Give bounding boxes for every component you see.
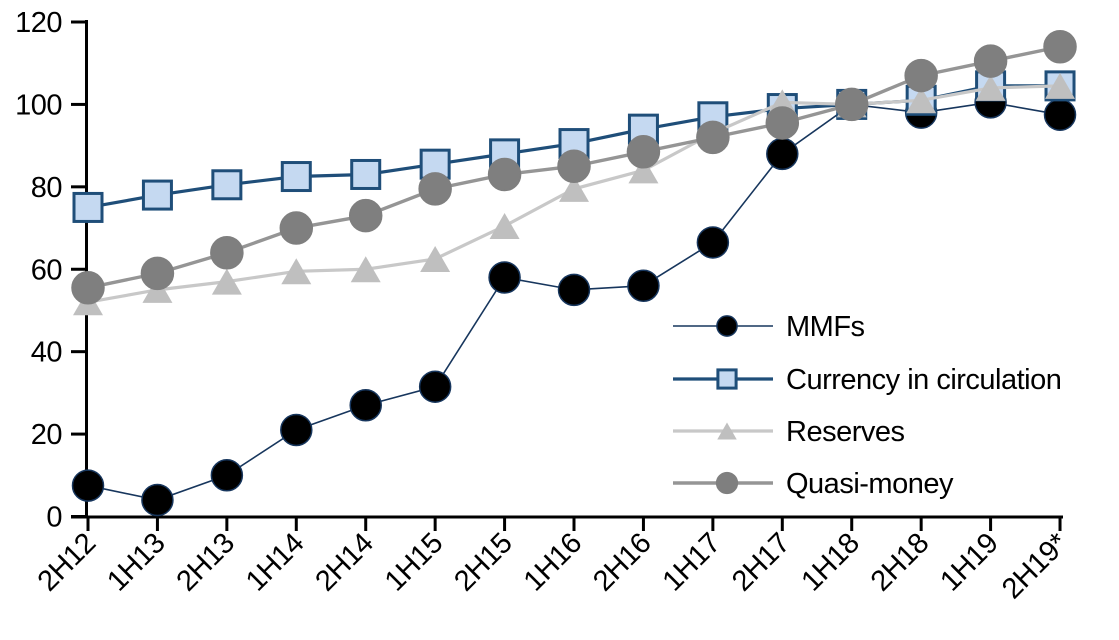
data-point-quasi-money <box>71 271 105 305</box>
data-point-quasi-money <box>696 120 730 155</box>
data-point-mmfs <box>627 269 660 302</box>
x-axis-tick-label: 2H13 <box>171 527 241 597</box>
data-point-currency-in-circulation <box>280 161 312 193</box>
data-point-quasi-money <box>973 44 1008 78</box>
data-point-reserves <box>975 74 1006 101</box>
data-point-quasi-money <box>626 135 661 169</box>
data-point-mmfs <box>1043 98 1077 131</box>
x-axis-tick-label: 1H18 <box>795 527 865 597</box>
y-axis-tick-label: 0 <box>46 502 62 534</box>
legend-label: MMFs <box>786 311 865 343</box>
data-point-mmfs <box>210 459 244 492</box>
x-axis-tick-label: 1H15 <box>379 527 449 597</box>
legend-item-reserves: Reserves <box>673 416 905 448</box>
x-axis-tick-label: 1H14 <box>240 527 310 597</box>
data-point-mmfs <box>696 226 730 259</box>
legend-item-mmfs: MMFs <box>673 311 865 343</box>
data-point-mmfs <box>488 261 521 294</box>
data-point-quasi-money <box>279 211 314 245</box>
data-point-quasi-money <box>140 256 175 291</box>
data-point-mmfs <box>766 137 799 171</box>
data-point-mmfs <box>349 388 382 422</box>
x-axis-tick-label: 2H15 <box>448 527 518 597</box>
data-point-quasi-money <box>418 172 452 206</box>
legend-item-currency-in-circulation: Currency in circulation <box>673 364 1062 396</box>
data-point-quasi-money <box>487 157 522 192</box>
y-axis-tick-label: 100 <box>15 89 62 121</box>
y-axis-tick-label: 40 <box>31 337 62 369</box>
data-point-reserves <box>559 175 590 202</box>
x-axis-tick-label: 2H19* <box>996 527 1074 605</box>
data-point-currency-in-circulation <box>350 158 382 190</box>
data-point-reserves <box>420 245 451 272</box>
data-point-mmfs <box>280 413 313 447</box>
legend-marker-circle <box>716 315 738 337</box>
x-axis-tick-label: 2H16 <box>587 527 657 597</box>
data-point-reserves <box>211 268 242 295</box>
data-point-mmfs <box>141 483 174 517</box>
data-point-reserves <box>906 87 937 114</box>
data-point-reserves <box>350 256 381 283</box>
legend-item-quasi-money: Quasi-money <box>673 468 954 500</box>
x-axis-tick-label: 1H17 <box>657 527 727 597</box>
legend-marker-triangle <box>717 422 737 440</box>
legend-label: Reserves <box>786 416 905 448</box>
x-axis-tick-label: 2H12 <box>32 527 102 597</box>
x-axis-tick-label: 2H18 <box>865 527 935 597</box>
x-axis-tick-label: 2H17 <box>726 527 796 597</box>
x-axis-tick-label: 1H13 <box>101 527 171 597</box>
y-axis: 0 20 40 60 80 100 120 <box>15 7 88 534</box>
data-point-quasi-money <box>1043 29 1077 64</box>
data-point-quasi-money <box>210 236 244 270</box>
data-point-currency-in-circulation <box>141 179 173 211</box>
y-axis-tick-label: 120 <box>15 7 62 39</box>
data-point-quasi-money <box>765 106 800 140</box>
x-axis-tick-label: 1H19 <box>934 527 1004 597</box>
data-point-currency-in-circulation <box>72 191 104 223</box>
legend-label: Currency in circulation <box>786 364 1061 396</box>
x-axis: 2H12 1H13 2H13 1H14 2H14 1H15 2H15 1H16 2H16 1H17… <box>32 515 1074 605</box>
legend-marker-circle <box>715 471 739 495</box>
legend-label: Quasi-money <box>786 468 954 500</box>
data-point-quasi-money <box>904 58 938 93</box>
x-axis-tick-label: 1H16 <box>518 527 588 597</box>
data-point-reserves <box>489 212 520 239</box>
data-point-mmfs <box>71 469 105 502</box>
x-axis-tick-label: 2H14 <box>309 527 379 597</box>
data-point-reserves <box>1045 72 1076 99</box>
y-axis-tick-label: 80 <box>31 172 62 204</box>
y-axis-tick-label: 20 <box>31 419 62 451</box>
data-point-currency-in-circulation <box>211 169 243 201</box>
data-point-quasi-money <box>834 87 869 122</box>
legend: MMFs Currency in circulation Reserves Quasi… <box>673 311 1062 500</box>
data-point-reserves <box>281 258 312 285</box>
data-point-quasi-money <box>557 149 591 183</box>
y-axis-tick-label: 60 <box>31 254 62 286</box>
data-point-quasi-money <box>348 198 383 233</box>
series-quasi-money <box>71 29 1077 305</box>
data-point-mmfs <box>418 370 452 403</box>
data-point-mmfs <box>557 273 591 307</box>
series-mmfs <box>71 86 1077 517</box>
data-point-reserves <box>628 157 659 184</box>
legend-marker-square <box>716 368 738 390</box>
